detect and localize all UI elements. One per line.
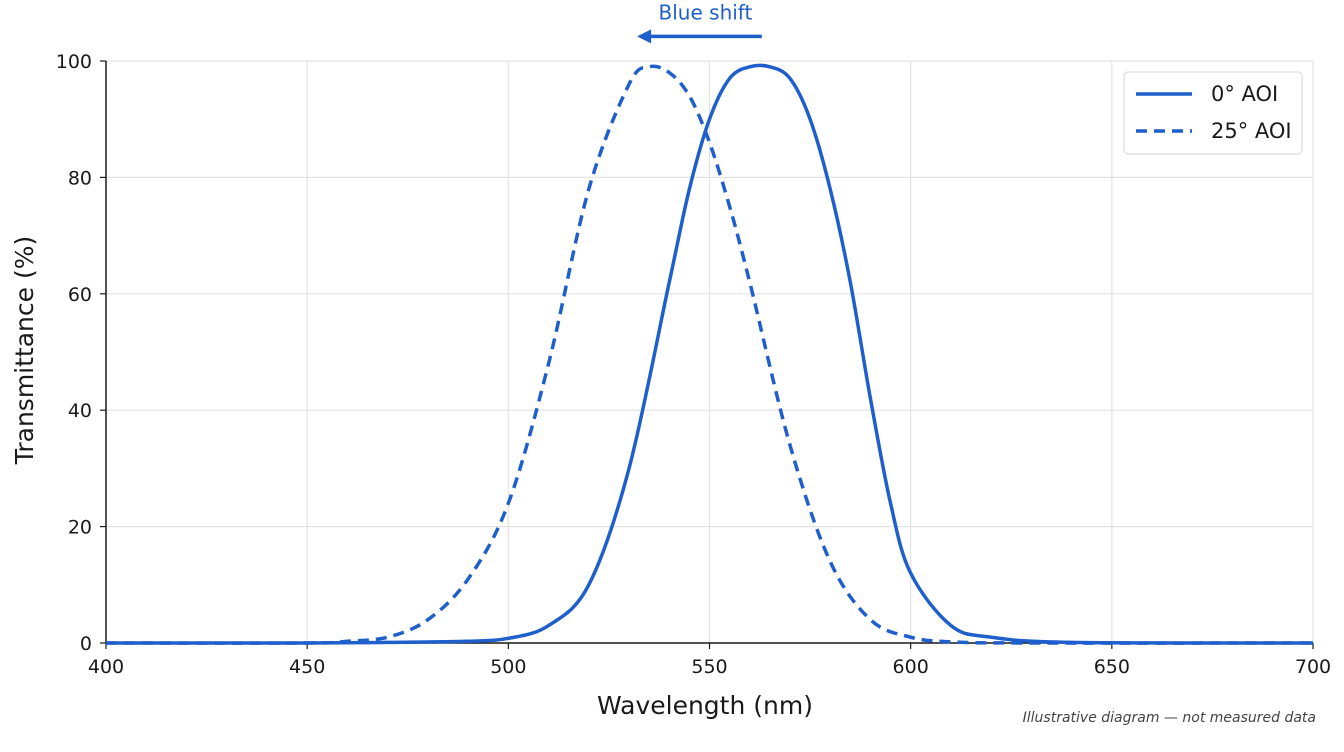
legend: 0° AOI 25° AOI [1123, 71, 1303, 155]
blue-shift-arrowhead [637, 29, 652, 44]
legend-label-25deg: 25° AOI [1211, 119, 1292, 143]
series-line-25deg [105, 64, 1314, 645]
x-tick-label-550: 550 [691, 656, 727, 678]
x-axis-title: Wavelength (nm) [597, 691, 813, 720]
series-group [105, 63, 1314, 645]
blue-shift-annotation: Blue shift [637, 0, 762, 44]
x-tick-label-700: 700 [1295, 656, 1331, 678]
y-tick-label-80: 80 [68, 167, 92, 189]
y-tick-label-20: 20 [68, 517, 92, 539]
x-tick-label-450: 450 [289, 656, 325, 678]
y-tick-label-40: 40 [68, 400, 92, 422]
series-line-0deg [105, 63, 1314, 645]
x-tick-label-600: 600 [893, 656, 929, 678]
y-tick-label-0: 0 [80, 633, 92, 655]
x-ticks: 400 450 500 550 600 650 700 [88, 643, 1331, 678]
y-axis-title: Transmittance (%) [10, 236, 39, 465]
y-ticks: 0 20 40 60 80 100 [56, 51, 106, 655]
x-tick-label-400: 400 [88, 656, 124, 678]
x-tick-label-650: 650 [1094, 656, 1130, 678]
footnote: Illustrative diagram — not measured data [1023, 710, 1316, 726]
blue-shift-label: Blue shift [659, 0, 753, 24]
x-tick-label-500: 500 [490, 656, 526, 678]
y-tick-label-60: 60 [68, 284, 92, 306]
legend-label-0deg: 0° AOI [1211, 82, 1278, 106]
y-tick-label-100: 100 [56, 51, 92, 73]
